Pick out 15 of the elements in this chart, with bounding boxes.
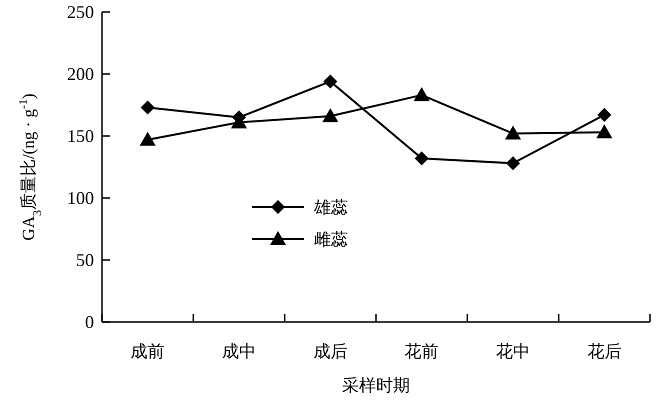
y-tick-label: 200 bbox=[67, 64, 94, 84]
x-tick-label: 成后 bbox=[313, 342, 348, 362]
y-tick-label: 150 bbox=[67, 126, 94, 146]
x-tick-label: 花后 bbox=[587, 342, 622, 362]
y-tick-label: 50 bbox=[76, 250, 94, 270]
y-tick-label: 250 bbox=[67, 2, 94, 22]
x-tick-label: 成前 bbox=[130, 342, 165, 362]
x-axis-title: 采样时期 bbox=[342, 376, 410, 396]
x-tick-label: 花中 bbox=[496, 342, 530, 362]
legend-label: 雄蕊 bbox=[313, 198, 348, 218]
legend-label: 雌蕊 bbox=[314, 230, 348, 250]
x-tick-label: 花前 bbox=[404, 342, 439, 362]
y-tick-label: 0 bbox=[85, 312, 94, 332]
x-tick-label: 成中 bbox=[222, 342, 256, 362]
y-tick-label: 100 bbox=[67, 188, 94, 208]
